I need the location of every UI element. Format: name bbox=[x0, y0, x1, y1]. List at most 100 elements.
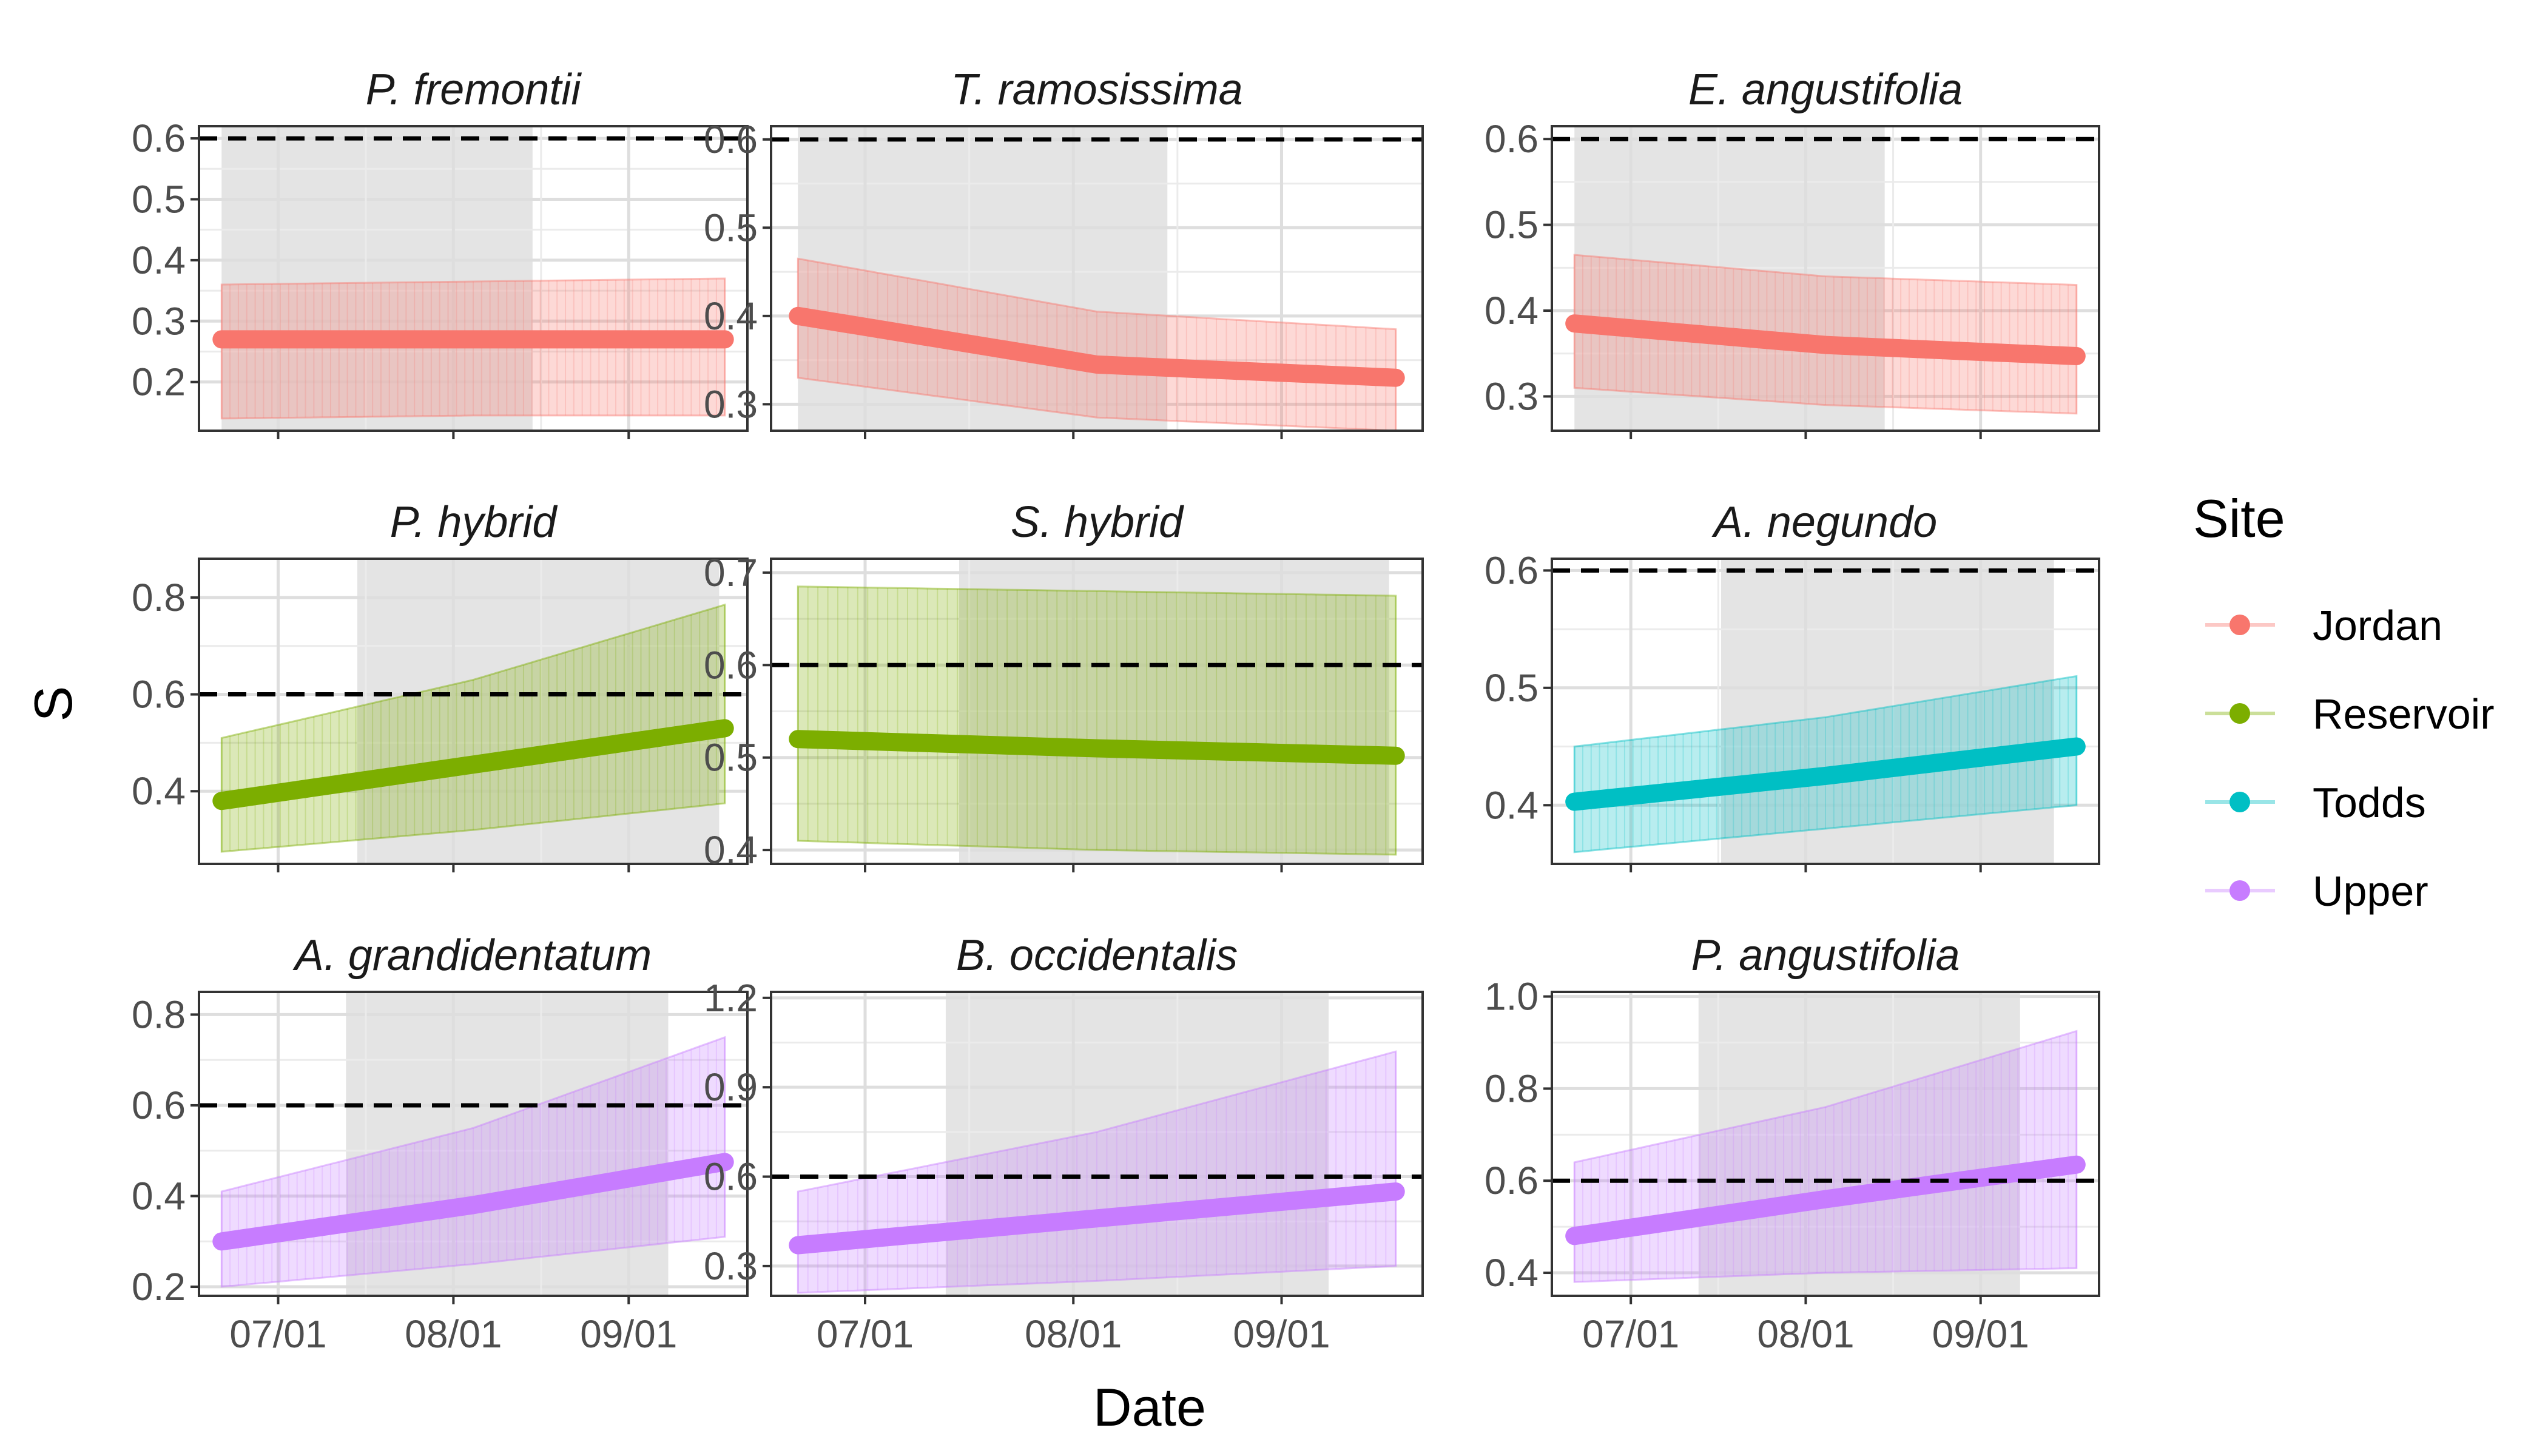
y-tick-label: 0.6 bbox=[704, 1155, 758, 1199]
x-tick-label: 08/01 bbox=[405, 1312, 502, 1356]
panel-border bbox=[198, 991, 749, 1297]
facet-title: B. occidentalis bbox=[956, 931, 1238, 980]
x-tick-label: 07/01 bbox=[1582, 1312, 1679, 1356]
facet-title: A. negundo bbox=[1711, 498, 1937, 547]
y-tick-label: 0.5 bbox=[704, 206, 758, 249]
y-tick-label: 0.2 bbox=[132, 1265, 186, 1309]
mean-line bbox=[1565, 1155, 2086, 1245]
x-tick-label: 08/01 bbox=[1025, 1312, 1122, 1356]
legend-key-dot bbox=[2230, 792, 2250, 812]
y-tick-label: 1.2 bbox=[704, 976, 758, 1020]
facet-title: E. angustifolia bbox=[1688, 66, 1963, 114]
legend-key-dot bbox=[2230, 703, 2250, 724]
legend-label: Jordan bbox=[2313, 602, 2442, 649]
y-tick-label: 0.2 bbox=[132, 360, 186, 404]
x-tick-label: 09/01 bbox=[1932, 1312, 2029, 1356]
x-tick-label: 07/01 bbox=[229, 1312, 326, 1356]
y-tick-label: 0.5 bbox=[132, 177, 186, 221]
y-tick-label: 0.4 bbox=[132, 1174, 186, 1218]
y-tick-label: 0.6 bbox=[1485, 1159, 1539, 1202]
y-tick-label: 0.3 bbox=[1485, 374, 1539, 418]
legend-label: Reservoir bbox=[2313, 690, 2495, 738]
confidence-ribbon bbox=[1573, 254, 2078, 415]
x-tick-label: 09/01 bbox=[580, 1312, 677, 1356]
legend-label: Todds bbox=[2313, 779, 2426, 826]
facet-title: S. hybrid bbox=[1011, 498, 1184, 547]
panel-border bbox=[1551, 558, 2100, 865]
mean-line bbox=[789, 306, 1405, 387]
y-tick-label: 0.5 bbox=[1485, 203, 1539, 247]
y-tick-label: 0.4 bbox=[1485, 289, 1539, 332]
legend-key-dot bbox=[2230, 615, 2250, 635]
y-tick-label: 0.6 bbox=[132, 116, 186, 160]
legend: Site Jordan Reservoir Todds Upper bbox=[2193, 488, 2495, 915]
panel-border bbox=[198, 125, 749, 432]
confidence-ribbon bbox=[1573, 675, 2078, 854]
y-tick-label: 1.0 bbox=[1485, 975, 1539, 1019]
panel-border bbox=[198, 558, 749, 865]
mean-line bbox=[1565, 314, 2086, 365]
facet-title: P. fremontii bbox=[366, 66, 582, 114]
legend-title: Site bbox=[2193, 488, 2285, 548]
facet-title: P. angustifolia bbox=[1691, 931, 1960, 980]
panels-layer: P. fremontii 0.6 0.5 0.4 0.3 0.2 T. ramosissim… bbox=[132, 66, 2100, 1356]
mean-line bbox=[212, 1153, 734, 1251]
y-tick-label: 0.5 bbox=[704, 736, 758, 780]
panel-border bbox=[770, 991, 1424, 1297]
y-tick-label: 0.8 bbox=[132, 993, 186, 1036]
y-tick-label: 0.6 bbox=[1485, 117, 1539, 161]
y-tick-label: 0.4 bbox=[132, 238, 186, 282]
y-tick-label: 0.3 bbox=[704, 382, 758, 426]
shaded-period bbox=[357, 559, 720, 864]
mean-line bbox=[789, 730, 1405, 765]
shaded-period bbox=[798, 126, 1168, 431]
confidence-ribbon bbox=[220, 277, 726, 420]
y-axis-title: S bbox=[23, 686, 83, 722]
y-tick-label: 0.3 bbox=[132, 299, 186, 343]
y-tick-label: 0.4 bbox=[1485, 1251, 1539, 1295]
facet-panel: A. grandidentatum 0.8 0.6 0.4 0.2 07/01 08/01 0… bbox=[132, 931, 749, 1356]
x-tick-label: 09/01 bbox=[1233, 1312, 1330, 1356]
y-tick-label: 0.4 bbox=[704, 828, 758, 872]
shaded-period bbox=[1721, 559, 2054, 864]
legend-key-dot bbox=[2230, 880, 2250, 901]
facet-title: A. grandidentatum bbox=[292, 931, 652, 980]
y-tick-label: 0.6 bbox=[1485, 548, 1539, 592]
panel-border bbox=[770, 558, 1424, 865]
facet-panel: S. hybrid 0.7 0.6 0.5 0.4 bbox=[704, 498, 1424, 872]
y-tick-label: 0.8 bbox=[132, 576, 186, 619]
y-tick-label: 0.4 bbox=[1485, 783, 1539, 827]
y-tick-label: 0.6 bbox=[132, 673, 186, 716]
y-tick-label: 0.7 bbox=[704, 551, 758, 595]
facet-panel: E. angustifolia 0.6 0.5 0.4 0.3 bbox=[1485, 66, 2100, 439]
panel-border bbox=[1551, 125, 2100, 432]
x-tick-label: 07/01 bbox=[817, 1312, 914, 1356]
shaded-period bbox=[1574, 126, 1885, 431]
facet-title: T. ramosissima bbox=[951, 66, 1242, 114]
shaded-period bbox=[221, 126, 533, 431]
y-tick-label: 0.9 bbox=[704, 1065, 758, 1109]
shaded-period bbox=[346, 992, 669, 1296]
mean-line bbox=[789, 1182, 1405, 1255]
y-tick-label: 0.4 bbox=[132, 769, 186, 813]
y-tick-label: 0.6 bbox=[704, 643, 758, 687]
y-tick-label: 0.6 bbox=[704, 118, 758, 161]
x-tick-label: 08/01 bbox=[1757, 1312, 1854, 1356]
legend-label: Upper bbox=[2313, 868, 2428, 915]
y-tick-label: 0.4 bbox=[704, 294, 758, 338]
facet-panel: T. ramosissima 0.6 0.5 0.4 0.3 bbox=[704, 66, 1424, 439]
facet-panel: P. fremontii 0.6 0.5 0.4 0.3 0.2 bbox=[132, 66, 749, 439]
mean-line bbox=[212, 719, 734, 811]
y-tick-label: 0.5 bbox=[1485, 666, 1539, 710]
facet-title: P. hybrid bbox=[390, 498, 558, 547]
mean-line bbox=[1565, 737, 2086, 811]
y-tick-label: 0.8 bbox=[1485, 1067, 1539, 1110]
panel-border bbox=[1551, 991, 2100, 1297]
x-axis-title: Date bbox=[1093, 1377, 1206, 1437]
y-tick-label: 0.3 bbox=[704, 1244, 758, 1288]
facet-panel: B. occidentalis 1.2 0.9 0.6 0.3 07/01 08/01 09/… bbox=[704, 931, 1424, 1356]
facet-panel: A. negundo 0.6 0.5 0.4 bbox=[1485, 498, 2100, 872]
facet-panel: P. hybrid 0.8 0.6 0.4 bbox=[132, 498, 749, 872]
y-tick-label: 0.6 bbox=[132, 1084, 186, 1127]
